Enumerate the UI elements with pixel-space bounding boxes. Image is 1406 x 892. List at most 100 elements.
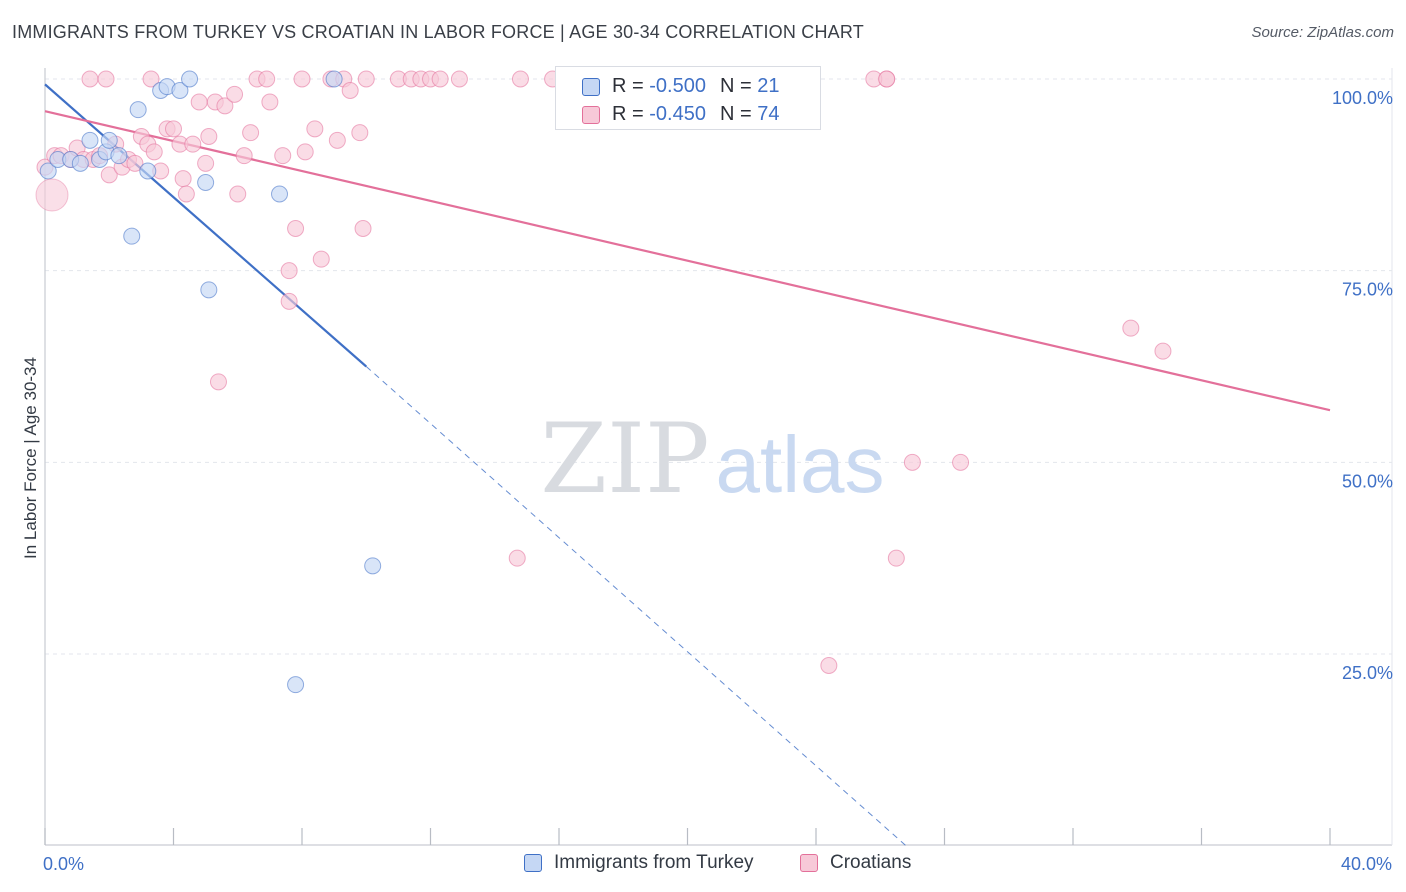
croatians-data-point [200,128,218,145]
croatians-data-point [341,82,359,99]
watermark: ZIP atlas [540,403,884,515]
r-value: -0.500 [649,75,706,97]
croatians-data-point [81,70,99,88]
r-value: -0.450 [649,103,706,125]
croatians-data-point [903,453,921,471]
n-value: 21 [757,75,780,97]
y-axis-label: In Labor Force | Age 30-34 [21,357,40,559]
r-label: R = [612,75,644,97]
croatians-data-point [126,154,144,172]
croatians-data-point [216,97,234,115]
croatians-data-point [312,250,330,268]
y-tick-label: 75.0% [1342,280,1393,300]
croatians-data-point [261,93,279,111]
tick-labels: 25.0% 50.0% 75.0% 100.0% 0.0% 40.0% [43,88,1393,874]
croatians-data-point [197,154,215,172]
watermark-atlas: atlas [716,420,885,509]
croatians-data-point [296,143,314,161]
turkey-data-point [100,131,118,149]
n-value: 74 [757,103,780,125]
n-label: N = [719,103,752,125]
croatians-data-point [887,549,905,567]
croatians-data-point [258,70,276,88]
trend-line-croatians [44,110,1331,412]
legend-swatch-croatians [800,854,818,872]
legend-swatch-turkey [524,854,542,872]
croatians-data-point [306,120,324,138]
y-tick-label: 25.0% [1342,663,1393,683]
croatians-data-point [145,143,163,161]
croatians-data-point [820,657,838,674]
croatians-data-point [431,70,449,88]
croatians-data-point [226,85,244,103]
turkey-data-point [81,131,99,149]
turkey-swatch [582,77,600,96]
r-label: R = [612,103,644,125]
croatians-data-point [280,292,298,310]
y-tick-label: 100.0% [1332,88,1393,108]
croatians-data-point [174,170,192,188]
croatians-data-point [177,185,195,203]
croatians-data-point [328,131,346,149]
croatians-data-point [165,120,182,138]
legend-item-croatians[interactable]: Croatians [800,852,911,874]
croatians-data-point [229,185,247,203]
croatians-data-point [1122,319,1140,337]
turkey-data-point [197,174,215,191]
legend-label-croatians: Croatians [830,852,912,873]
turkey-data-point [171,82,189,99]
turkey-data-point [71,154,89,172]
croatians-data-point [280,262,298,280]
croatians-data-point [952,453,970,471]
trend-line-turkey [44,83,367,368]
chart-title: IMMIGRANTS FROM TURKEY VS CROATIAN IN LA… [12,22,864,42]
grid-lines [45,78,1392,655]
croatians-data-point [878,70,896,88]
croatians-data-point [242,124,260,142]
croatians-data-point [1154,342,1172,360]
turkey-data-point [139,162,157,180]
croatians-swatch [582,105,600,124]
croatians-data-point [97,70,115,88]
stats-row-croatians: R = -0.450 N = 74 [582,103,779,126]
croatians-data-point [235,147,253,165]
turkey-data-point [200,281,218,299]
correlation-stats-box: R = -0.500 N = 21 R = -0.450 N = 74 [555,66,821,130]
turkey-data-point [123,227,141,245]
croatians-data-point [190,93,208,111]
turkey-data-point [287,676,305,694]
croatians-data-point [450,70,468,88]
turkey-data-point [181,70,199,88]
croatians-data-point [287,220,305,237]
croatians-data-point [184,135,202,153]
croatians-data-point [100,166,118,184]
croatians-data-point [508,549,526,567]
turkey-data-point [129,101,147,119]
legend-label-turkey: Immigrants from Turkey [554,852,754,873]
croatians-data-point [142,70,160,88]
turkey-data-point [271,185,289,203]
croatians-data-point [274,147,292,165]
croatians-data-point [351,124,369,142]
croatians-data-point [354,220,372,237]
turkey-data-point [110,147,128,165]
legend-item-turkey[interactable]: Immigrants from Turkey [524,852,754,874]
y-tick-label: 50.0% [1342,471,1393,491]
croatians-data-point [293,70,311,88]
data-points [35,70,1172,694]
source-credit: Source: ZipAtlas.com [1251,24,1394,41]
turkey-data-point [364,557,382,575]
croatians-data-point [209,373,227,391]
croatians-cluster-point [35,178,69,212]
croatians-data-point [511,70,529,88]
trend-lines [44,83,1331,847]
turkey-data-point [39,162,57,180]
turkey-data-point [325,70,343,88]
stats-row-turkey: R = -0.500 N = 21 [582,75,779,98]
croatians-data-point [357,70,375,88]
x-tick-label: 40.0% [1341,854,1392,874]
x-tick-label: 0.0% [43,854,84,874]
watermark-zip: ZIP [540,403,709,515]
n-label: N = [719,75,752,97]
